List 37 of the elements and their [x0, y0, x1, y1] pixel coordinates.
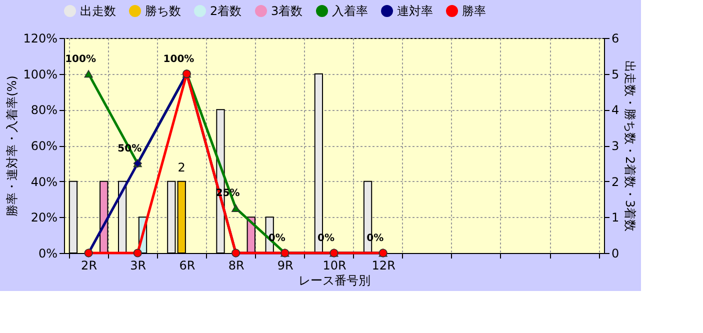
- y2-tick-label: 0: [612, 246, 620, 260]
- y-tick-label: 80%: [30, 103, 58, 118]
- x-tick-label: 9R: [277, 258, 294, 272]
- y-tick-label: 100%: [23, 67, 58, 82]
- point: [84, 70, 93, 78]
- y2-tick-label: 3: [612, 139, 620, 153]
- y-tick-label: 0%: [38, 246, 58, 260]
- y-tick-label: 20%: [30, 210, 58, 225]
- legend-label: 入着率: [332, 4, 368, 18]
- y2-tick-label: 1: [612, 210, 620, 225]
- y-tick-label: 120%: [23, 32, 58, 46]
- y2-tick-label: 6: [612, 32, 620, 46]
- legend-label: 3着数: [271, 4, 303, 18]
- data-label: 2: [178, 160, 186, 174]
- x-tick-label: 8R: [228, 258, 244, 272]
- point: [133, 248, 142, 258]
- y-axis-title: 勝率・連対率・入着率(%): [5, 76, 20, 216]
- legend-label: 勝率: [462, 4, 486, 18]
- x-axis-title: レース番号別: [298, 274, 370, 288]
- legend-label: 勝ち数: [145, 4, 181, 18]
- x-tick-label: 2R: [81, 258, 98, 272]
- x-tick-label: 12R: [372, 258, 396, 272]
- y-tick-label: 60%: [30, 139, 58, 153]
- legend-label: 連対率: [397, 4, 433, 18]
- y-tick-label: 40%: [30, 174, 58, 189]
- y2-axis-title: 出走数・勝ち数・2着数・3着数: [623, 60, 638, 232]
- point: [232, 204, 240, 212]
- y2-tick-label: 5: [612, 67, 620, 82]
- x-tick-label: 3R: [130, 258, 146, 272]
- data-label: 100%: [65, 54, 96, 65]
- x-tick-label: 10R: [322, 258, 346, 272]
- y2-tick-label: 4: [612, 103, 620, 118]
- data-label: 100%: [163, 54, 194, 65]
- y2-tick-label: 2: [612, 174, 620, 189]
- legend-label: 2着数: [210, 4, 242, 18]
- legend-label: 出走数: [80, 4, 116, 18]
- x-tick-label: 6R: [179, 258, 196, 272]
